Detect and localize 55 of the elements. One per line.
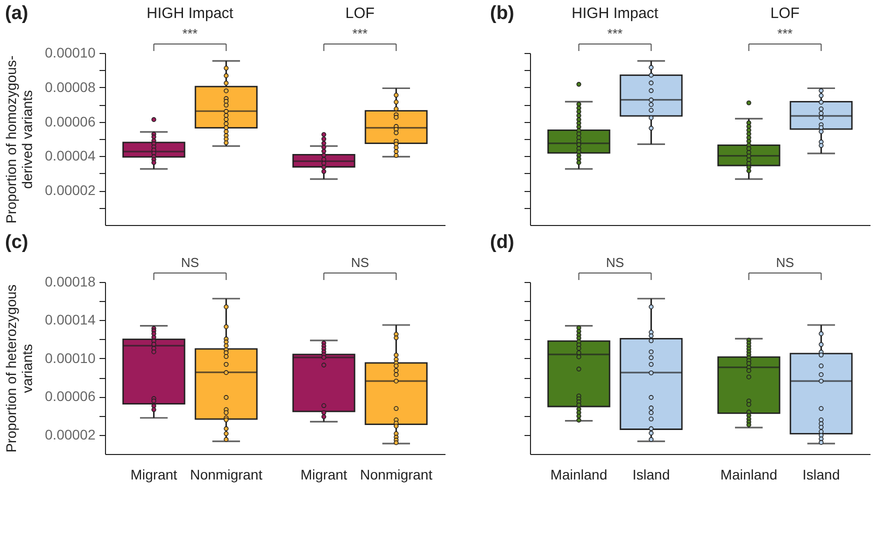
point: [576, 160, 582, 165]
y-tick-label: 0.00002: [44, 426, 96, 442]
text: (c): [5, 232, 28, 253]
point: [224, 125, 229, 130]
y-tick-label: 0.00008: [44, 78, 96, 95]
x-tick-label: Mainland: [720, 466, 778, 482]
point: [224, 116, 229, 122]
x-tick-label: Migrant: [300, 466, 348, 482]
point: [576, 106, 582, 110]
point: [224, 129, 229, 134]
y-axis-title: Proportion of heterozygous variants: [2, 284, 35, 453]
x-tick-label: Migrant: [130, 466, 178, 482]
y-tick-label: 0.00004: [44, 148, 96, 164]
point: [224, 80, 229, 86]
chart-title: HIGH Impact: [572, 5, 660, 22]
y-tick-label: 0.00014: [44, 312, 96, 328]
point: [224, 108, 229, 114]
chart-title: LOF: [345, 5, 375, 22]
y-tick-label: 0.00010: [44, 44, 96, 60]
point: [576, 131, 582, 136]
y-axis-title: Proportion of homozygous- derived variants: [2, 55, 35, 224]
x-tick-label: Nonmigrant: [190, 466, 262, 482]
point: [224, 102, 229, 108]
text: NS: [180, 255, 200, 270]
text: (a): [5, 3, 28, 24]
text: NS: [350, 255, 370, 270]
x-tick-label: Island: [632, 466, 670, 482]
chart-title: LOF: [770, 5, 800, 22]
y-tick-label: 0.00010: [44, 350, 96, 366]
text: ***: [182, 26, 198, 41]
point: [576, 124, 582, 130]
text: NS: [606, 255, 624, 270]
point: [224, 66, 229, 71]
text: ***: [607, 26, 623, 41]
point: [224, 136, 229, 142]
point: [224, 73, 229, 78]
text: ***: [352, 26, 368, 41]
y-tick-label: 0.00018: [44, 274, 96, 290]
text: (b): [490, 3, 514, 24]
y-tick-label: 0.00006: [44, 388, 96, 404]
text: ***: [777, 26, 793, 41]
x-tick-label: Nonmigrant: [360, 466, 432, 482]
point: [224, 121, 229, 126]
text: NS: [776, 255, 794, 270]
chart-title: HIGH Impact: [146, 5, 234, 22]
x-tick-label: Mainland: [550, 466, 608, 482]
text: (d): [490, 232, 514, 253]
point: [224, 113, 229, 118]
y-tick-label: 0.00002: [44, 182, 96, 198]
point: [224, 98, 229, 104]
point: [576, 109, 582, 114]
point: [224, 140, 229, 146]
x-tick-label: Island: [802, 466, 840, 482]
y-tick-label: 0.00006: [44, 113, 96, 130]
point: [224, 88, 229, 94]
